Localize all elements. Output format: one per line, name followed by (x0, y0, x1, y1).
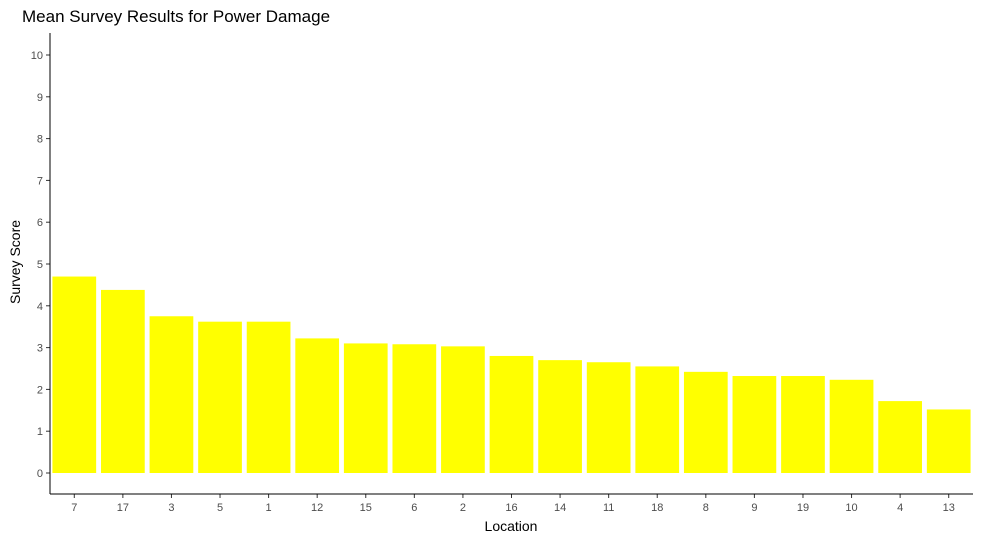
x-tick-label: 2 (460, 502, 466, 514)
x-tick-label: 10 (845, 502, 857, 514)
x-tick-label: 16 (505, 502, 517, 514)
x-tick-label: 8 (703, 502, 709, 514)
y-tick-label: 4 (37, 301, 43, 313)
y-tick-label: 0 (37, 468, 43, 480)
x-tick-label: 15 (360, 502, 372, 514)
x-tick-label: 6 (411, 502, 417, 514)
x-tick-label: 19 (797, 502, 809, 514)
bar-location-15 (343, 343, 388, 473)
bar-location-8 (683, 371, 728, 473)
bar-location-12 (295, 338, 340, 473)
x-tick-label: 4 (897, 502, 903, 514)
y-axis-label: Survey Score (7, 220, 23, 304)
bar-location-18 (635, 366, 680, 473)
x-tick-label: 1 (266, 502, 272, 514)
y-tick-label: 9 (37, 92, 43, 104)
bar-location-10 (829, 379, 874, 473)
bar-location-19 (781, 376, 825, 473)
bar-location-1 (246, 321, 291, 473)
y-tick-label: 7 (37, 175, 43, 187)
bar-location-3 (149, 316, 194, 473)
bar-location-7 (52, 276, 97, 473)
x-axis-ticks: 7 17 3 5 1 12 15 6 2 16 14 11 18 8 9 19 10 4 13 (71, 494, 955, 514)
x-tick-label: 5 (217, 502, 223, 514)
x-tick-label: 9 (751, 502, 757, 514)
chart-title: Mean Survey Results for Power Damage (22, 7, 330, 26)
y-tick-label: 6 (37, 217, 43, 229)
bar-location-13 (926, 409, 971, 473)
x-tick-label: 18 (651, 502, 663, 514)
y-tick-label: 10 (31, 50, 43, 62)
x-tick-label: 12 (311, 502, 323, 514)
x-tick-label: 3 (168, 502, 174, 514)
y-tick-label: 2 (37, 384, 43, 396)
bars-group (52, 276, 971, 473)
bar-location-9 (732, 376, 777, 473)
x-tick-label: 11 (603, 502, 614, 514)
bar-location-5 (198, 321, 242, 473)
bar-location-11 (586, 362, 631, 473)
y-tick-label: 1 (37, 426, 43, 438)
x-axis-label: Location (485, 518, 538, 534)
x-tick-label: 7 (71, 502, 77, 514)
x-tick-label: 17 (117, 502, 129, 514)
y-tick-label: 8 (37, 134, 43, 146)
bar-location-4 (878, 401, 922, 473)
y-tick-label: 3 (37, 343, 43, 355)
bar-location-6 (392, 344, 437, 473)
bar-location-17 (101, 289, 145, 473)
bar-location-2 (441, 346, 485, 473)
y-axis-ticks: 0 1 2 3 4 5 6 7 8 9 10 (31, 50, 50, 480)
bar-location-14 (538, 360, 582, 473)
bar-location-16 (489, 355, 534, 473)
x-tick-label: 13 (943, 502, 955, 514)
x-tick-label: 14 (554, 502, 566, 514)
y-tick-label: 5 (37, 259, 43, 271)
